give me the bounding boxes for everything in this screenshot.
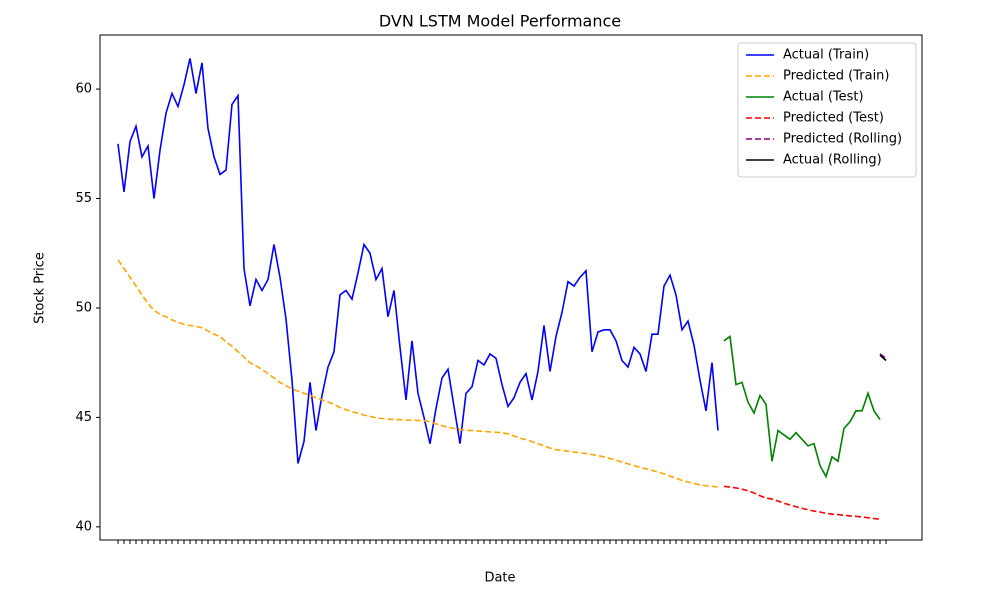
series-line	[879, 354, 887, 362]
series-line	[117, 58, 719, 464]
y-tick-label: 55	[75, 191, 92, 206]
series-line	[117, 259, 719, 488]
legend-label: Predicted (Rolling)	[783, 132, 902, 147]
x-axis-label: Date	[484, 571, 515, 586]
y-tick-label: 60	[75, 82, 92, 97]
y-tick-label: 40	[75, 519, 92, 534]
series-line	[879, 353, 887, 359]
legend-label: Actual (Test)	[783, 90, 864, 105]
y-tick-label: 45	[75, 410, 92, 425]
y-axis-label: Stock Price	[33, 252, 48, 324]
plot-frame	[99, 34, 923, 541]
legend-box	[737, 42, 917, 178]
series-line	[723, 485, 881, 521]
legend-label: Predicted (Train)	[783, 69, 890, 84]
chart-title: DVN LSTM Model Performance	[379, 12, 621, 31]
legend-label: Actual (Train)	[783, 48, 869, 63]
series-line	[723, 334, 881, 479]
y-tick-label: 50	[75, 300, 92, 315]
legend-label: Actual (Rolling)	[783, 153, 882, 168]
legend-label: Predicted (Test)	[783, 111, 884, 126]
